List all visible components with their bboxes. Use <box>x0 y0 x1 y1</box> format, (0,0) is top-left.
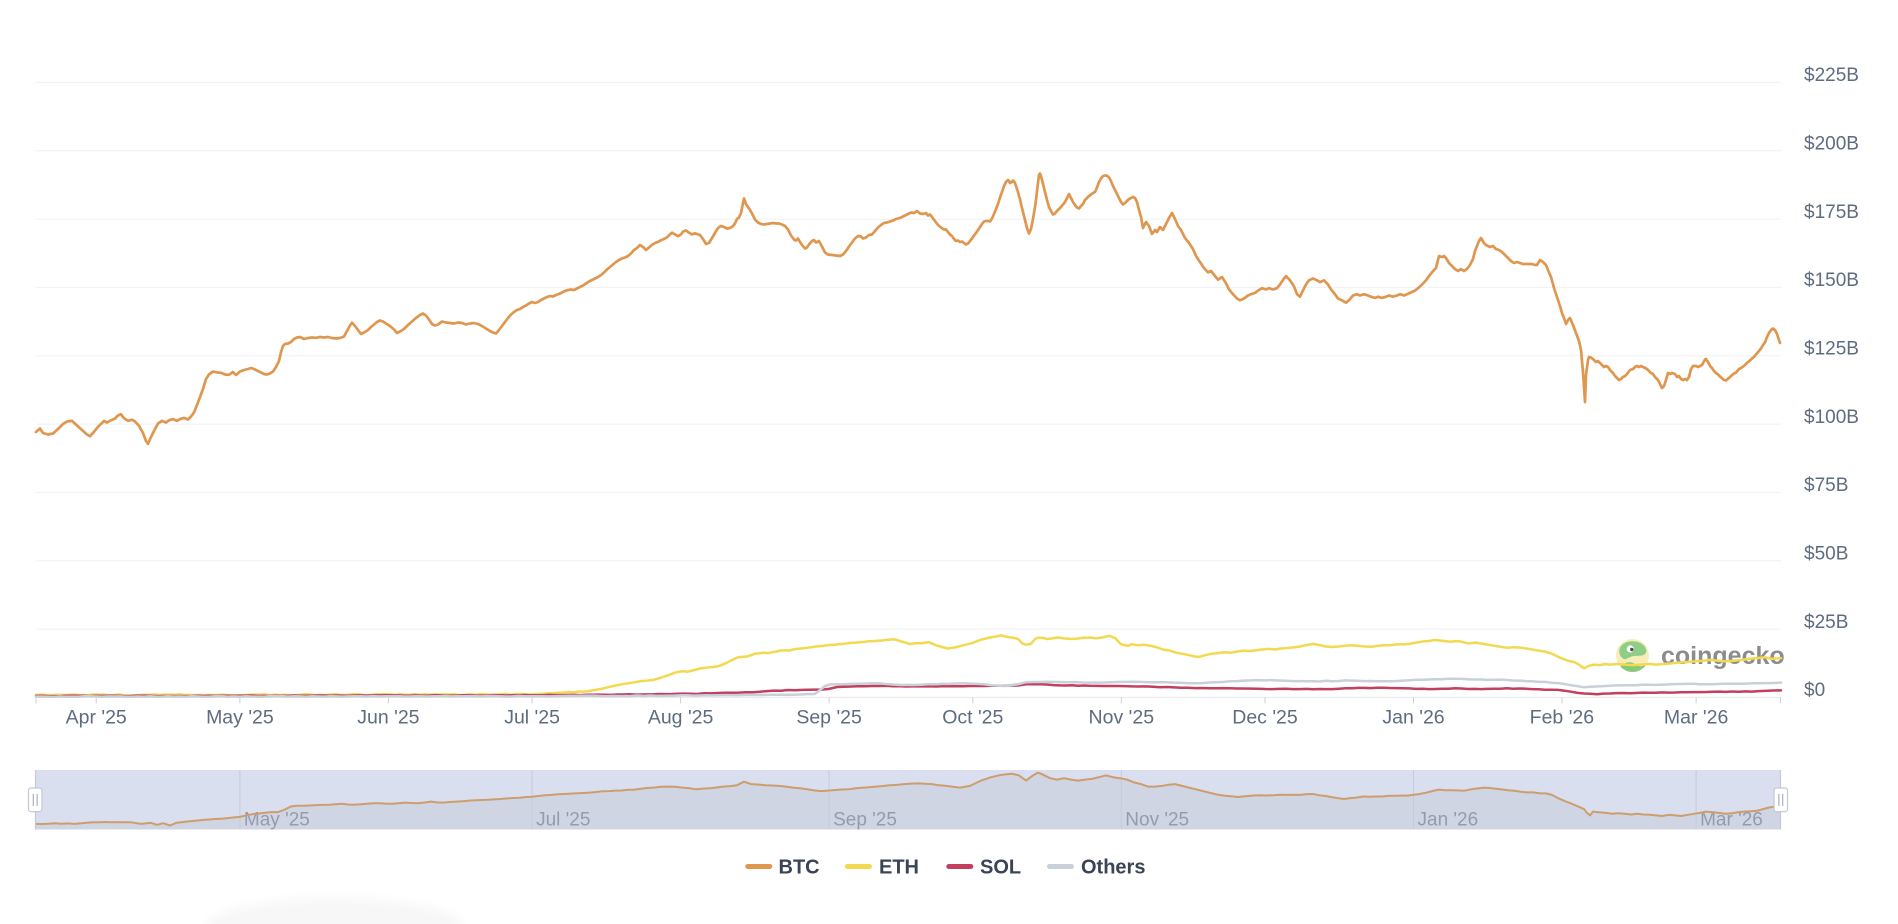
svg-text:$0: $0 <box>1804 680 1825 701</box>
svg-text:$200B: $200B <box>1804 134 1859 155</box>
svg-text:BTC: BTC <box>779 857 820 879</box>
svg-text:Jan '26: Jan '26 <box>1382 707 1444 729</box>
svg-text:SOL: SOL <box>980 857 1021 879</box>
svg-text:coingecko: coingecko <box>1661 642 1785 670</box>
svg-text:May '25: May '25 <box>244 810 310 831</box>
svg-text:ETH: ETH <box>879 857 919 879</box>
svg-text:Aug '25: Aug '25 <box>648 707 714 729</box>
svg-text:$100B: $100B <box>1804 407 1859 428</box>
svg-text:Dec '25: Dec '25 <box>1232 707 1298 729</box>
svg-text:$25B: $25B <box>1804 612 1848 633</box>
svg-text:$150B: $150B <box>1804 270 1859 291</box>
svg-text:Jan '26: Jan '26 <box>1418 810 1479 831</box>
svg-text:Nov '25: Nov '25 <box>1125 810 1189 831</box>
svg-text:May '25: May '25 <box>206 707 274 729</box>
svg-text:Apr '25: Apr '25 <box>66 707 127 729</box>
svg-text:$175B: $175B <box>1804 202 1859 223</box>
svg-text:Sep '25: Sep '25 <box>833 810 897 831</box>
svg-text:Sep '25: Sep '25 <box>796 707 862 729</box>
svg-text:Jul '25: Jul '25 <box>504 707 560 729</box>
svg-text:Nov '25: Nov '25 <box>1089 707 1155 729</box>
svg-text:$50B: $50B <box>1804 544 1848 565</box>
svg-text:Mar '26: Mar '26 <box>1700 810 1763 831</box>
svg-text:Mar '26: Mar '26 <box>1664 707 1728 729</box>
svg-text:$75B: $75B <box>1804 475 1848 496</box>
svg-text:Jun '25: Jun '25 <box>357 707 419 729</box>
svg-text:Oct '25: Oct '25 <box>942 707 1003 729</box>
svg-text:Jul '25: Jul '25 <box>536 810 590 831</box>
svg-text:Others: Others <box>1081 857 1145 879</box>
svg-text:$225B: $225B <box>1804 65 1859 86</box>
svg-text:Feb '26: Feb '26 <box>1530 707 1594 729</box>
svg-text:$125B: $125B <box>1804 339 1859 360</box>
